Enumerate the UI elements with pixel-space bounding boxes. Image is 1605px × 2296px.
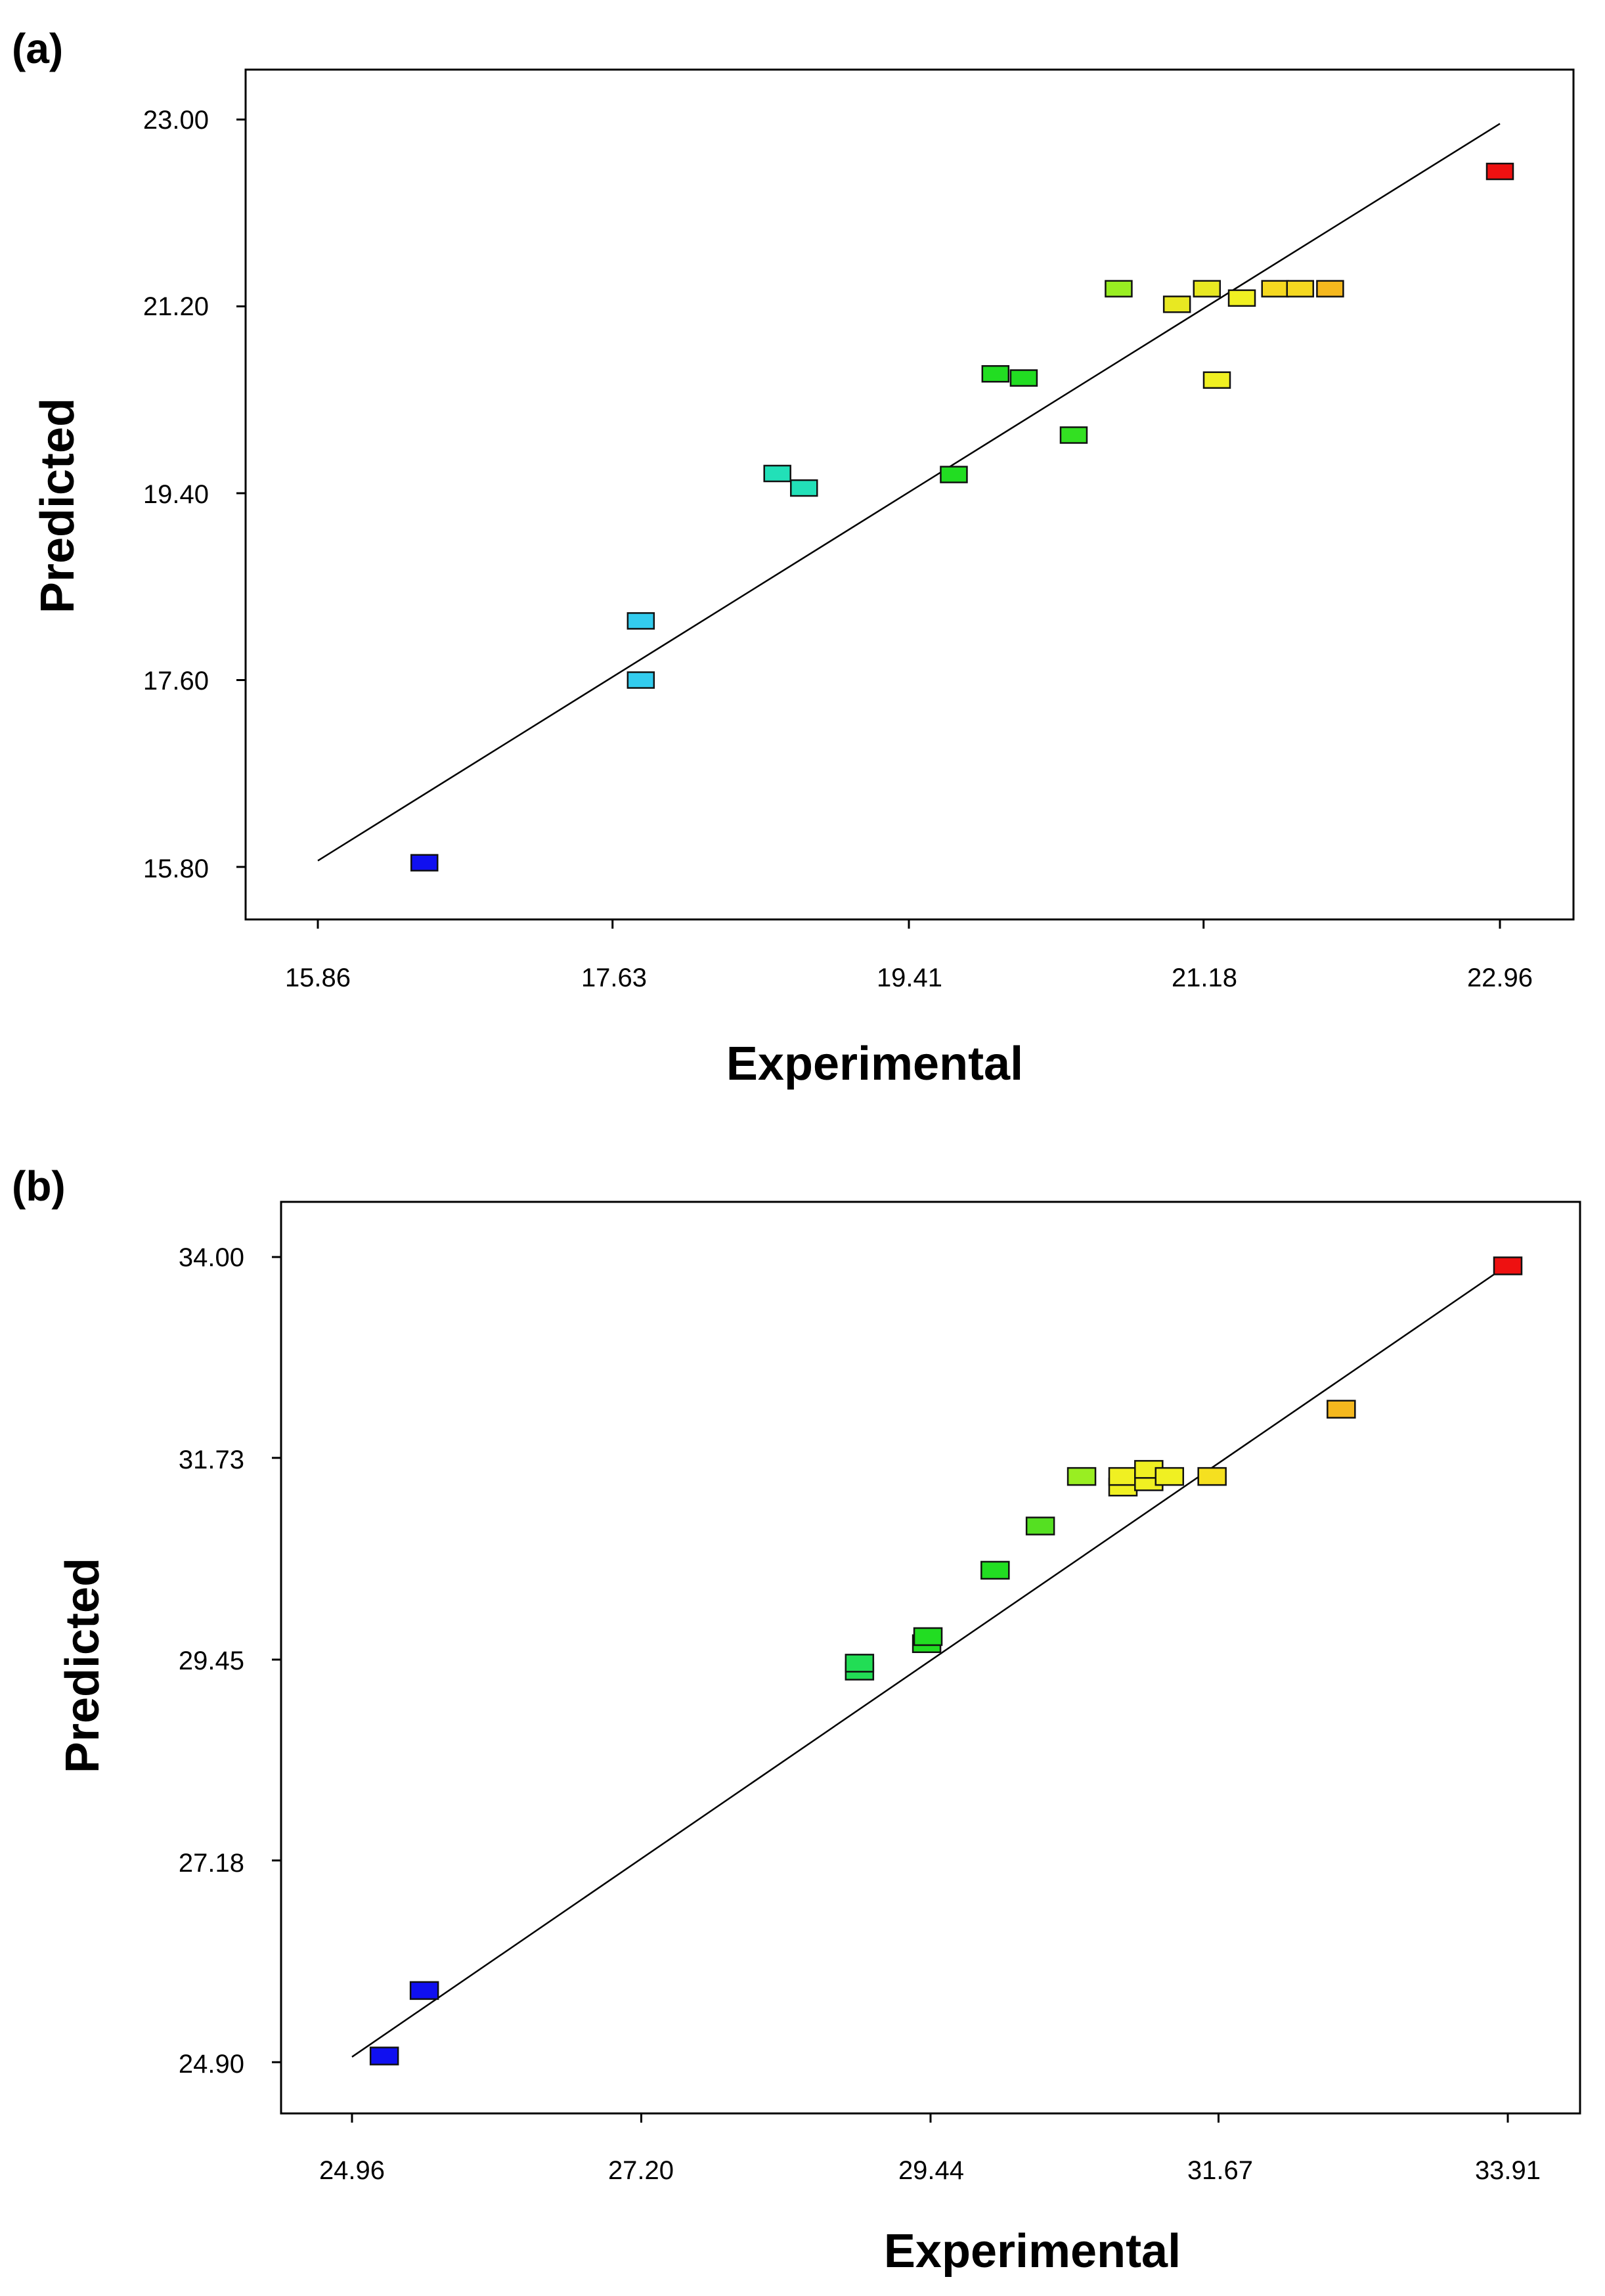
x-axis-title-b: Experimental: [884, 2225, 1181, 2278]
panel-b: (b) 34.00 31.73 29.45 27.18 24.90 24.96 …: [12, 1162, 1581, 2278]
x-tick-label: 31.67: [1187, 2156, 1253, 2185]
y-tick-label: 15.80: [143, 854, 209, 883]
y-tick-label: 29.45: [179, 1646, 244, 1675]
data-point: [940, 466, 968, 483]
y-tick-label: 24.90: [179, 2050, 244, 2079]
x-tick-label: 29.44: [898, 2156, 964, 2185]
data-point: [1261, 280, 1289, 298]
y-ticks-b: 34.00 31.73 29.45 27.18 24.90: [179, 1243, 244, 2079]
data-point: [1202, 371, 1231, 389]
x-tick-label: 27.20: [608, 2156, 674, 2185]
data-point: [1327, 1400, 1356, 1419]
data-point: [790, 479, 818, 497]
data-point: [1108, 1467, 1138, 1486]
x-tick-label: 21.18: [1172, 963, 1237, 992]
data-point: [369, 2046, 399, 2065]
x-axis-title-a: Experimental: [726, 1038, 1023, 1090]
x-tick-label: 22.96: [1467, 963, 1533, 992]
data-point: [627, 612, 655, 630]
x-tick-label: 33.91: [1475, 2156, 1541, 2185]
data-point: [410, 854, 439, 872]
data-point: [1059, 426, 1088, 444]
data-point: [913, 1627, 943, 1646]
data-point: [1493, 1256, 1523, 1275]
panel-label-a: (a): [12, 25, 63, 72]
data-point: [1227, 289, 1256, 307]
data-point: [1316, 280, 1344, 298]
data-point: [409, 1981, 439, 2000]
data-point: [627, 671, 655, 689]
y-tick-label: 23.00: [143, 106, 209, 135]
data-point: [980, 1560, 1010, 1580]
y-tick-label: 31.73: [179, 1446, 244, 1474]
y-ticks-a: 23.00 21.20 19.40 17.60 15.80: [143, 106, 209, 883]
data-point: [1105, 280, 1133, 298]
data-point: [763, 464, 791, 483]
plot-frame-a: [244, 68, 1575, 921]
panel-label-b: (b): [12, 1162, 66, 1210]
data-point: [1193, 280, 1221, 298]
y-tick-label: 17.60: [143, 667, 209, 695]
x-tick-label: 19.41: [877, 963, 942, 992]
x-tick-label: 17.63: [581, 963, 647, 992]
x-tick-label: 24.96: [319, 2156, 385, 2185]
y-tick-label: 21.20: [143, 292, 209, 321]
x-ticks-b: 24.96 27.20 29.44 31.67 33.91: [319, 2156, 1541, 2185]
plot-frame-b: [280, 1201, 1581, 2115]
data-point: [981, 364, 1010, 383]
y-tick-label: 19.40: [143, 480, 209, 509]
y-axis-title-b: Predicted: [56, 1558, 109, 1773]
fit-line: [351, 1264, 1508, 2058]
y-axis-title-a: Predicted: [32, 398, 84, 613]
data-point: [1066, 1467, 1097, 1486]
y-tick-label: 34.00: [179, 1243, 244, 1272]
x-ticks-a: 15.86 17.63 19.41 21.18 22.96: [285, 963, 1533, 992]
x-tick-label: 15.86: [285, 963, 351, 992]
data-point: [1154, 1467, 1185, 1486]
panel-a: (a) 23.00 21.20 19.40 17.60 15.80 15.86 …: [12, 25, 1575, 1090]
data-point: [845, 1654, 875, 1673]
data-point: [1197, 1467, 1227, 1486]
data-point: [1162, 296, 1191, 313]
data-point: [1485, 162, 1514, 181]
fit-line: [317, 123, 1501, 862]
data-point: [1286, 280, 1315, 298]
data-point: [1025, 1516, 1055, 1535]
y-tick-label: 27.18: [179, 1849, 244, 1878]
data-point: [1009, 369, 1038, 387]
